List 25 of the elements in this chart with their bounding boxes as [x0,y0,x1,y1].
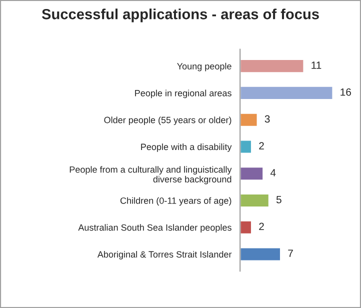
data-label: 7 [288,250,293,257]
bar [240,112,258,128]
data-label: 3 [264,115,270,123]
y-tick-label: Aboriginal & Torres Strait Islander [97,250,232,260]
y-tick-label: Young people [177,62,232,72]
bar [240,86,334,100]
y-tick-label: People from a culturally and linguistically diverse background [70,166,232,184]
data-label: 16 [340,88,351,96]
bar [240,166,264,182]
bar [240,193,270,208]
bar [240,139,252,154]
chart-title: Successful applications - areas of focus [42,8,319,22]
bar [240,58,305,74]
bar [240,246,282,262]
data-label: 2 [259,222,264,230]
y-tick-label: Older people (55 years or older) [104,116,232,125]
y-tick-label: Children (0-11 years of age) [120,197,232,206]
data-label: 11 [312,62,322,69]
y-tick-label: People with a disability [141,143,232,152]
y-tick-label: Australian South Sea Islander peoples [78,224,232,233]
data-label: 4 [270,169,276,176]
y-tick-label: People in regional areas [135,90,232,98]
data-label: 2 [259,142,264,150]
bar [240,220,252,235]
data-label: 5 [276,196,282,204]
